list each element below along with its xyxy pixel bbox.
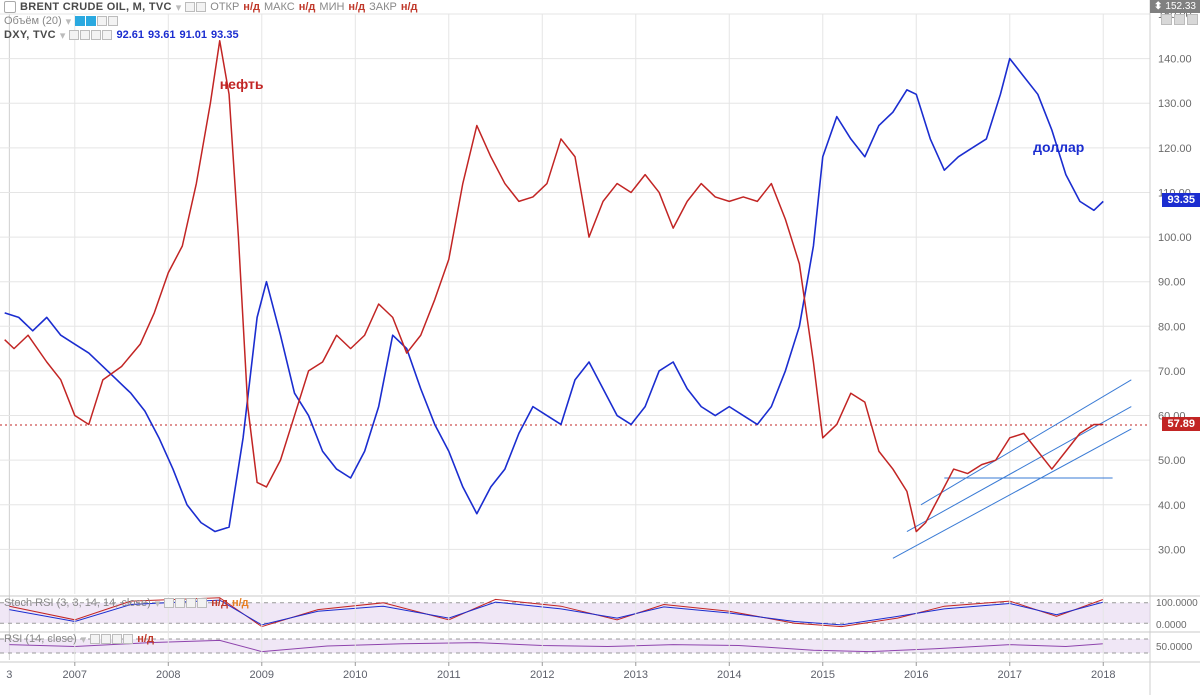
svg-text:2014: 2014 <box>717 669 741 681</box>
annotation-dollar: доллар <box>1033 139 1084 155</box>
price-tag-oil: 57.89 <box>1162 417 1200 431</box>
alert-icon[interactable] <box>1161 14 1172 25</box>
svg-text:0.0000: 0.0000 <box>1156 620 1187 631</box>
svg-text:3: 3 <box>6 669 12 681</box>
svg-text:2012: 2012 <box>530 669 554 681</box>
legend-rsi[interactable]: RSI (14, close) ▾ н/д <box>4 632 154 646</box>
chart-svg[interactable]: 30.0040.0050.0060.0070.0080.0090.00100.0… <box>0 0 1200 695</box>
svg-text:80.00: 80.00 <box>1158 321 1186 333</box>
price-tag-dxy: 93.35 <box>1162 193 1200 207</box>
svg-text:70.00: 70.00 <box>1158 366 1186 378</box>
legend-volume[interactable]: Объём (20) ▾ <box>4 14 118 28</box>
chart-toolbar[interactable] <box>1161 14 1198 25</box>
symbol-dxy: DXY, TVC <box>4 29 56 41</box>
svg-text:40.00: 40.00 <box>1158 500 1186 512</box>
svg-text:30.00: 30.00 <box>1158 544 1186 556</box>
collapse-icon[interactable] <box>4 1 16 13</box>
svg-text:2018: 2018 <box>1091 669 1115 681</box>
info-icon[interactable] <box>1174 14 1185 25</box>
svg-text:2011: 2011 <box>437 669 461 681</box>
legend-stoch[interactable]: Stoch RSI (3, 3, 14, 14, close) ▾ н/д н/… <box>4 596 249 610</box>
svg-text:50.0000: 50.0000 <box>1156 642 1193 653</box>
legend-controls[interactable] <box>75 16 118 26</box>
svg-text:90.00: 90.00 <box>1158 277 1186 289</box>
svg-text:2009: 2009 <box>250 669 274 681</box>
legend-brent[interactable]: BRENT CRUDE OIL, M, TVC ▾ ОТКРн/д МАКСн/… <box>4 0 418 14</box>
legend-dxy[interactable]: DXY, TVC ▾ 92.61 93.61 91.01 93.35 <box>4 28 239 42</box>
svg-text:100.00: 100.00 <box>1158 232 1192 244</box>
svg-text:2008: 2008 <box>156 669 180 681</box>
symbol-brent: BRENT CRUDE OIL, M, TVC <box>20 1 172 13</box>
svg-text:100.0000: 100.0000 <box>1156 598 1198 609</box>
svg-text:2010: 2010 <box>343 669 367 681</box>
legend-controls[interactable] <box>185 2 206 12</box>
legend-controls[interactable] <box>69 30 112 40</box>
svg-text:130.00: 130.00 <box>1158 98 1192 110</box>
svg-text:2015: 2015 <box>811 669 835 681</box>
svg-text:140.00: 140.00 <box>1158 54 1192 66</box>
last-price-badge: ⬍ 152.33 <box>1150 0 1200 13</box>
svg-text:2017: 2017 <box>998 669 1022 681</box>
svg-text:2013: 2013 <box>624 669 648 681</box>
svg-text:2016: 2016 <box>904 669 928 681</box>
info-icon[interactable] <box>1187 14 1198 25</box>
chart-container: BRENT CRUDE OIL, M, TVC ▾ ОТКРн/д МАКСн/… <box>0 0 1200 695</box>
svg-text:120.00: 120.00 <box>1158 143 1192 155</box>
svg-text:2007: 2007 <box>63 669 87 681</box>
annotation-oil: нефть <box>220 76 264 92</box>
svg-text:50.00: 50.00 <box>1158 455 1186 467</box>
